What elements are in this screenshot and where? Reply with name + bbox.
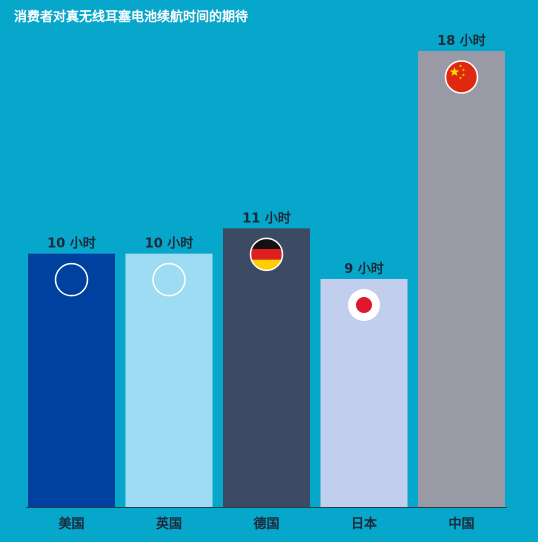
japan-flag-icon bbox=[348, 289, 380, 321]
category-label-0: 美国 bbox=[58, 516, 84, 532]
bar-2 bbox=[223, 228, 310, 508]
value-label-1: 10 小时 bbox=[145, 236, 194, 252]
category-label-2: 德国 bbox=[253, 516, 279, 532]
value-label-4: 18 小时 bbox=[437, 33, 486, 49]
china-flag-icon bbox=[444, 60, 479, 94]
value-label-2: 11 小时 bbox=[242, 210, 291, 226]
bar-0 bbox=[28, 253, 115, 507]
category-label-4: 中国 bbox=[448, 516, 474, 532]
value-label-0: 10 小时 bbox=[47, 236, 96, 252]
us-flag-icon bbox=[54, 262, 89, 297]
bar-1 bbox=[125, 253, 213, 507]
uk-flag-icon bbox=[152, 262, 186, 297]
category-label-1: 英国 bbox=[155, 516, 182, 532]
chart-title: 消费者对真无线耳塞电池续航时间的期待 bbox=[14, 10, 249, 25]
value-label-3: 9 小时 bbox=[344, 261, 384, 277]
category-label-3: 日本 bbox=[351, 516, 377, 532]
bar-4 bbox=[418, 51, 505, 507]
germany-flag-icon bbox=[249, 237, 284, 272]
